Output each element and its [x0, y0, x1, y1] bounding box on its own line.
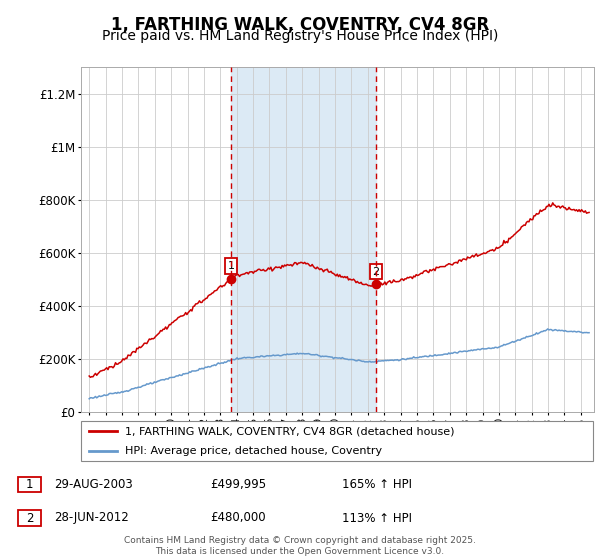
Text: 113% ↑ HPI: 113% ↑ HPI	[342, 511, 412, 525]
Text: 1, FARTHING WALK, COVENTRY, CV4 8GR (detached house): 1, FARTHING WALK, COVENTRY, CV4 8GR (det…	[125, 426, 454, 436]
Text: £499,995: £499,995	[210, 478, 266, 491]
FancyBboxPatch shape	[81, 421, 593, 461]
Text: 1: 1	[227, 261, 235, 271]
Text: 28-JUN-2012: 28-JUN-2012	[54, 511, 129, 525]
Text: 1: 1	[26, 478, 33, 491]
Bar	[231, 67, 376, 412]
Text: £480,000: £480,000	[210, 511, 266, 525]
Text: Price paid vs. HM Land Registry's House Price Index (HPI): Price paid vs. HM Land Registry's House …	[102, 29, 498, 43]
Text: 1, FARTHING WALK, COVENTRY, CV4 8GR: 1, FARTHING WALK, COVENTRY, CV4 8GR	[111, 16, 489, 34]
Text: HPI: Average price, detached house, Coventry: HPI: Average price, detached house, Cove…	[125, 446, 382, 456]
Text: 2: 2	[372, 267, 379, 277]
Text: Contains HM Land Registry data © Crown copyright and database right 2025.
This d: Contains HM Land Registry data © Crown c…	[124, 536, 476, 556]
Text: 165% ↑ HPI: 165% ↑ HPI	[342, 478, 412, 491]
Text: 29-AUG-2003: 29-AUG-2003	[54, 478, 133, 491]
Text: 2: 2	[26, 511, 33, 525]
